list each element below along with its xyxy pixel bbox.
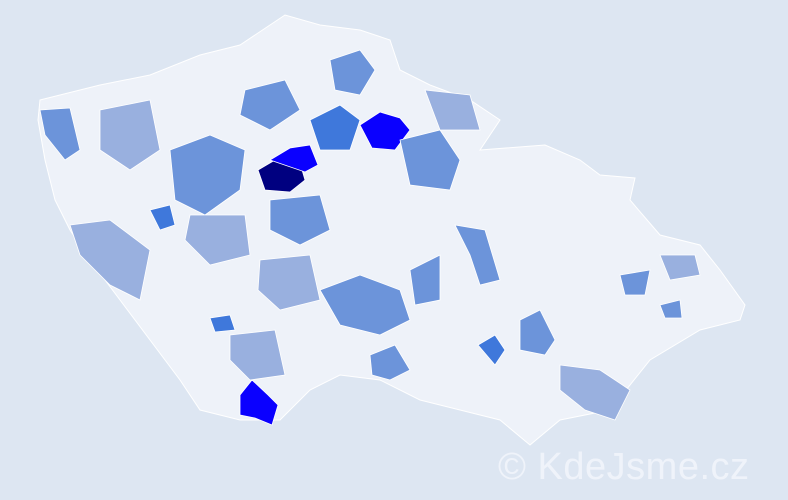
district-region [229, 329, 286, 381]
country-shape [37, 14, 746, 446]
district-region [454, 224, 501, 286]
district-region [319, 274, 411, 336]
district-region [269, 144, 319, 173]
district-region [359, 111, 411, 151]
district-region [69, 219, 151, 301]
district-region [184, 214, 251, 266]
district-region [169, 134, 246, 216]
watermark: © KdeJsme.cz [498, 446, 750, 488]
district-region [239, 79, 301, 131]
district-region [409, 254, 441, 306]
district-region [99, 99, 161, 171]
district-region [369, 344, 411, 381]
district-region [477, 334, 506, 366]
district-region [659, 254, 701, 281]
district-region [209, 314, 236, 333]
district-region [269, 194, 331, 246]
district-regions [39, 49, 701, 426]
district-region [329, 49, 376, 96]
district-region [399, 129, 461, 191]
district-region [519, 309, 556, 356]
district-region [257, 254, 321, 311]
district-region [239, 379, 279, 426]
district-region [424, 89, 481, 131]
district-region [39, 107, 81, 161]
district-region [559, 364, 631, 421]
district-region [309, 104, 361, 151]
district-region [619, 269, 651, 296]
district-region [659, 299, 683, 319]
district-region [149, 204, 176, 231]
country-outline [37, 14, 746, 446]
